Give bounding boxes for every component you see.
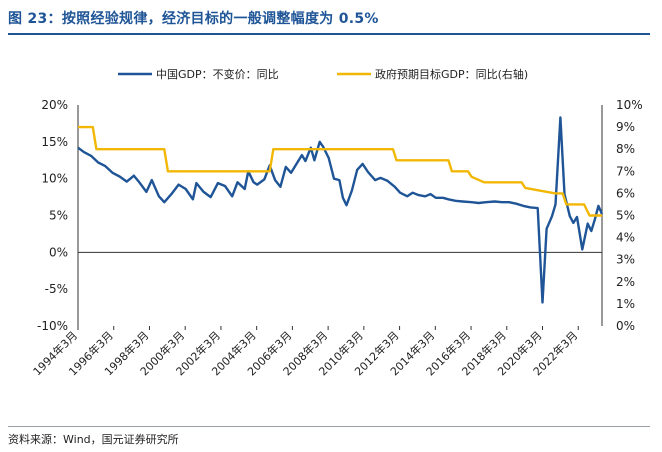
y-left-tick-label: 20%: [41, 98, 68, 112]
y-right-tick-label: 0%: [616, 319, 635, 333]
y-left-tick-label: -5%: [45, 282, 68, 296]
series-line-gdp: [77, 116, 604, 304]
gdp-chart: 中国GDP：不变价：同比 政府预期目标GDP：同比(右轴) 20% 15% 10% 5…: [30, 67, 643, 378]
y-right-tick-label: 8%: [616, 142, 635, 156]
title-rule: [8, 33, 650, 35]
y-left-tick-label: 5%: [49, 209, 68, 223]
y-right-tick-label: 5%: [616, 209, 635, 223]
y-left-tick-label: 15%: [41, 135, 68, 149]
source-note: 资料来源：Wind，国元证券研究所: [8, 433, 179, 446]
y-right-tick-label: 3%: [616, 253, 635, 267]
legend: 中国GDP：不变价：同比 政府预期目标GDP：同比(右轴): [118, 67, 528, 81]
y-right-tick-label: 10%: [616, 98, 643, 112]
y-right-tick-label: 4%: [616, 231, 635, 245]
axes: 20% 15% 10% 5% 0% -5% -10% 10% 9% 8% 7% 6% 5% 4% 3% 2% 1…: [30, 98, 643, 378]
legend-label-target: 政府预期目标GDP：同比(右轴): [375, 67, 528, 81]
y-left-tick-label: 0%: [49, 245, 68, 259]
y-right-tick-label: 7%: [616, 164, 635, 178]
y-right-tick-label: 6%: [616, 186, 635, 200]
y-left-tick-label: 10%: [41, 172, 68, 186]
figure-title: 图 23：按照经验规律，经济目标的一般调整幅度为 0.5%: [8, 11, 379, 27]
y-right-tick-label: 9%: [616, 120, 635, 134]
legend-label-gdp: 中国GDP：不变价：同比: [156, 67, 279, 81]
y-left-tick-label: -10%: [37, 319, 68, 333]
y-right-tick-label: 2%: [616, 275, 635, 289]
series-line-target: [78, 125, 602, 217]
series-layer: [77, 116, 604, 304]
footer-rule: [8, 426, 650, 427]
y-right-tick-label: 1%: [616, 297, 635, 311]
